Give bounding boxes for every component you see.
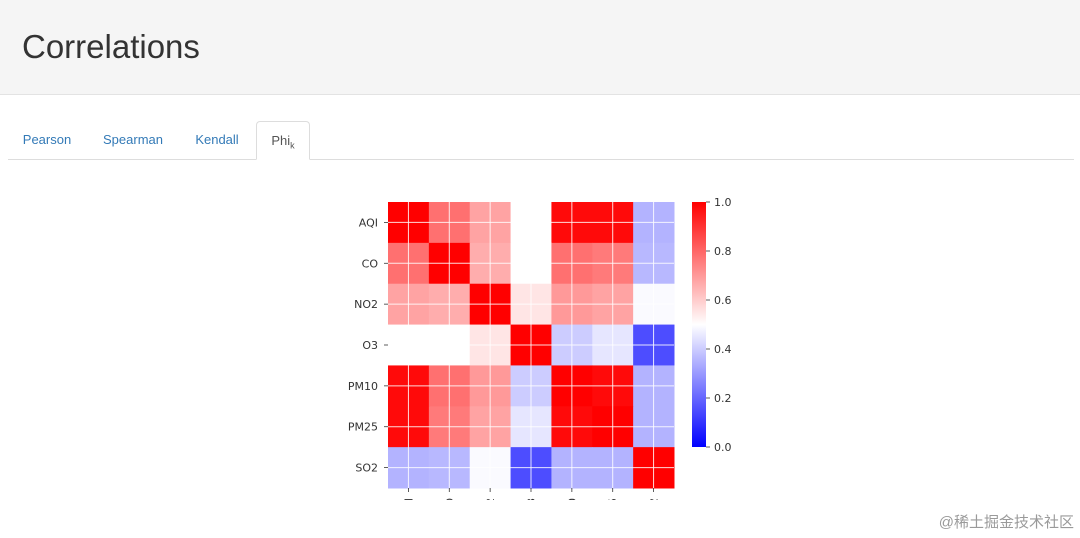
x-tick-label-no2: NO2 xyxy=(484,498,497,500)
colorbar-tick-label: 0.8 xyxy=(714,245,732,258)
tab-phik[interactable]: Phik xyxy=(256,121,310,160)
colorbar-tick-label: 0.6 xyxy=(714,294,732,307)
y-tick-label-so2: SO2 xyxy=(355,462,378,475)
y-tick-label-co: CO xyxy=(362,257,379,270)
tab-spearman-label: Spearman xyxy=(103,132,163,147)
y-tick-label-pm10: PM10 xyxy=(348,380,378,393)
y-tick-label-o3: O3 xyxy=(362,339,378,352)
y-tick-label-pm25: PM25 xyxy=(348,421,378,434)
tab-phik-label: Phi xyxy=(271,133,291,148)
correlation-heatmap: AQI CO NO2 O3 PM10 PM25 SO2 AQI CO NO2 O3 PM10 PM25 S… xyxy=(348,196,732,500)
tab-kendall[interactable]: Kendall xyxy=(180,121,254,159)
tab-spearman[interactable]: Spearman xyxy=(88,121,178,159)
colorbar-tick-label: 0.0 xyxy=(714,441,732,454)
x-tick-label-aqi: AQI xyxy=(402,498,415,500)
tab-pearson[interactable]: Pearson xyxy=(8,121,86,159)
watermark: @稀土掘金技术社区 xyxy=(938,514,1074,531)
x-tick-label-pm10: PM10 xyxy=(566,498,579,500)
page-title: Correlations xyxy=(22,28,200,65)
colorbar-tick-label: 0.4 xyxy=(714,343,732,356)
y-tick-label-no2: NO2 xyxy=(354,298,378,311)
x-tick-label-o3: O3 xyxy=(525,498,538,500)
correlation-tabs: Pearson Spearman Kendall Phik xyxy=(8,121,1074,160)
tab-kendall-label: Kendall xyxy=(195,132,239,147)
x-tick-label-co: CO xyxy=(443,498,456,500)
correlation-heatmap-figure: AQI CO NO2 O3 PM10 PM25 SO2 AQI CO NO2 O3 PM10 PM25 S… xyxy=(330,180,760,500)
page-header: Correlations xyxy=(0,0,1080,95)
x-tick-label-pm25: PM25 xyxy=(607,498,620,500)
colorbar-tick-label: 0.2 xyxy=(714,392,732,405)
colorbar-tick-label: 1.0 xyxy=(714,196,732,209)
tab-pearson-label: Pearson xyxy=(22,132,72,147)
tab-phik-subscript: k xyxy=(290,140,295,151)
y-tick-label-aqi: AQI xyxy=(359,216,378,229)
x-tick-label-so2: SO2 xyxy=(648,498,661,500)
colorbar xyxy=(692,202,706,447)
